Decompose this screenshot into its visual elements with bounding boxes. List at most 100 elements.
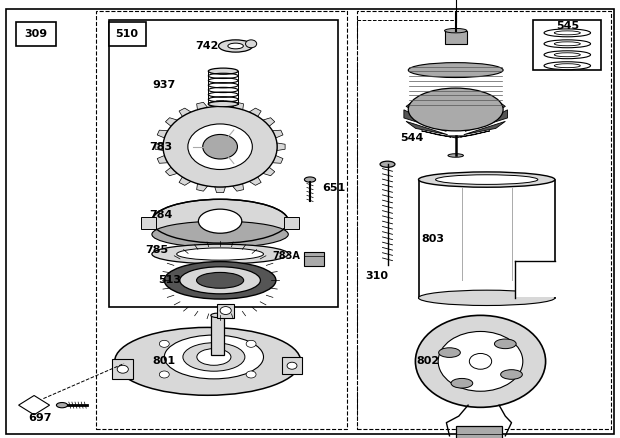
Ellipse shape: [197, 272, 244, 288]
Polygon shape: [446, 136, 465, 138]
Polygon shape: [157, 155, 168, 163]
Ellipse shape: [177, 248, 264, 260]
Polygon shape: [272, 155, 283, 163]
Ellipse shape: [164, 335, 264, 379]
Ellipse shape: [152, 244, 288, 264]
Polygon shape: [272, 130, 283, 138]
Text: 742: 742: [195, 41, 219, 51]
Polygon shape: [263, 167, 275, 176]
Ellipse shape: [408, 88, 503, 131]
Polygon shape: [404, 110, 446, 131]
Polygon shape: [249, 177, 261, 185]
Text: 937: 937: [152, 81, 175, 90]
Polygon shape: [464, 121, 505, 135]
Ellipse shape: [380, 161, 395, 167]
Polygon shape: [157, 130, 168, 138]
Ellipse shape: [451, 378, 472, 388]
Polygon shape: [197, 102, 208, 110]
Ellipse shape: [208, 101, 238, 107]
Ellipse shape: [115, 328, 301, 396]
Bar: [16, 22, 56, 46]
Polygon shape: [166, 118, 177, 126]
Text: 783A: 783A: [273, 251, 301, 261]
Ellipse shape: [495, 339, 516, 349]
Bar: [418, 180, 555, 298]
Ellipse shape: [152, 221, 288, 247]
Circle shape: [163, 106, 277, 187]
Circle shape: [159, 371, 169, 378]
Ellipse shape: [208, 68, 238, 74]
Ellipse shape: [418, 172, 555, 187]
Circle shape: [415, 315, 546, 407]
Polygon shape: [460, 93, 490, 126]
Text: 785: 785: [146, 245, 169, 254]
Text: 310: 310: [366, 271, 389, 281]
Circle shape: [203, 134, 237, 159]
Bar: [112, 359, 133, 379]
Polygon shape: [422, 131, 451, 137]
Bar: [445, 31, 467, 44]
Polygon shape: [249, 108, 261, 117]
Circle shape: [469, 353, 492, 369]
Circle shape: [159, 340, 169, 347]
Ellipse shape: [501, 370, 522, 379]
Bar: [304, 252, 324, 266]
Polygon shape: [422, 93, 451, 126]
Ellipse shape: [183, 343, 245, 371]
Circle shape: [117, 365, 128, 373]
Ellipse shape: [418, 290, 555, 306]
Ellipse shape: [180, 267, 260, 294]
Text: 309: 309: [24, 29, 47, 39]
Text: 651: 651: [322, 184, 346, 193]
Ellipse shape: [439, 348, 460, 357]
Ellipse shape: [228, 43, 243, 49]
Polygon shape: [460, 131, 490, 137]
Circle shape: [246, 340, 256, 347]
Ellipse shape: [208, 101, 238, 106]
Bar: [108, 20, 338, 307]
Text: 545: 545: [556, 21, 579, 31]
Bar: [284, 217, 299, 229]
Text: 802: 802: [417, 357, 440, 366]
Ellipse shape: [408, 63, 503, 78]
Ellipse shape: [544, 51, 591, 59]
Ellipse shape: [445, 28, 467, 33]
Polygon shape: [19, 396, 50, 415]
Bar: [217, 304, 234, 318]
Polygon shape: [155, 143, 163, 151]
Text: 697: 697: [28, 413, 51, 423]
Bar: [96, 11, 347, 429]
Polygon shape: [179, 177, 191, 185]
Text: 783: 783: [149, 142, 172, 152]
Ellipse shape: [436, 175, 538, 184]
Bar: [533, 20, 601, 70]
Polygon shape: [406, 99, 448, 128]
Text: 510: 510: [115, 29, 139, 39]
Circle shape: [220, 307, 231, 314]
Text: 513: 513: [158, 276, 181, 285]
Ellipse shape: [56, 403, 68, 408]
Polygon shape: [215, 187, 226, 193]
Bar: [141, 217, 156, 229]
Ellipse shape: [448, 154, 464, 157]
Polygon shape: [515, 261, 556, 297]
Text: 544: 544: [400, 133, 423, 143]
Polygon shape: [464, 99, 505, 128]
Ellipse shape: [198, 209, 242, 233]
Bar: [108, 22, 146, 46]
Polygon shape: [166, 167, 177, 176]
Polygon shape: [406, 121, 448, 135]
Polygon shape: [263, 118, 275, 126]
Circle shape: [188, 124, 252, 170]
Ellipse shape: [164, 261, 276, 299]
Polygon shape: [446, 92, 465, 125]
Text: 784: 784: [149, 210, 172, 219]
Polygon shape: [215, 101, 226, 106]
Polygon shape: [465, 110, 508, 131]
Text: 803: 803: [422, 234, 445, 244]
Ellipse shape: [246, 40, 257, 48]
Ellipse shape: [304, 177, 316, 182]
Circle shape: [287, 362, 297, 369]
Ellipse shape: [544, 40, 591, 48]
Circle shape: [438, 332, 523, 391]
